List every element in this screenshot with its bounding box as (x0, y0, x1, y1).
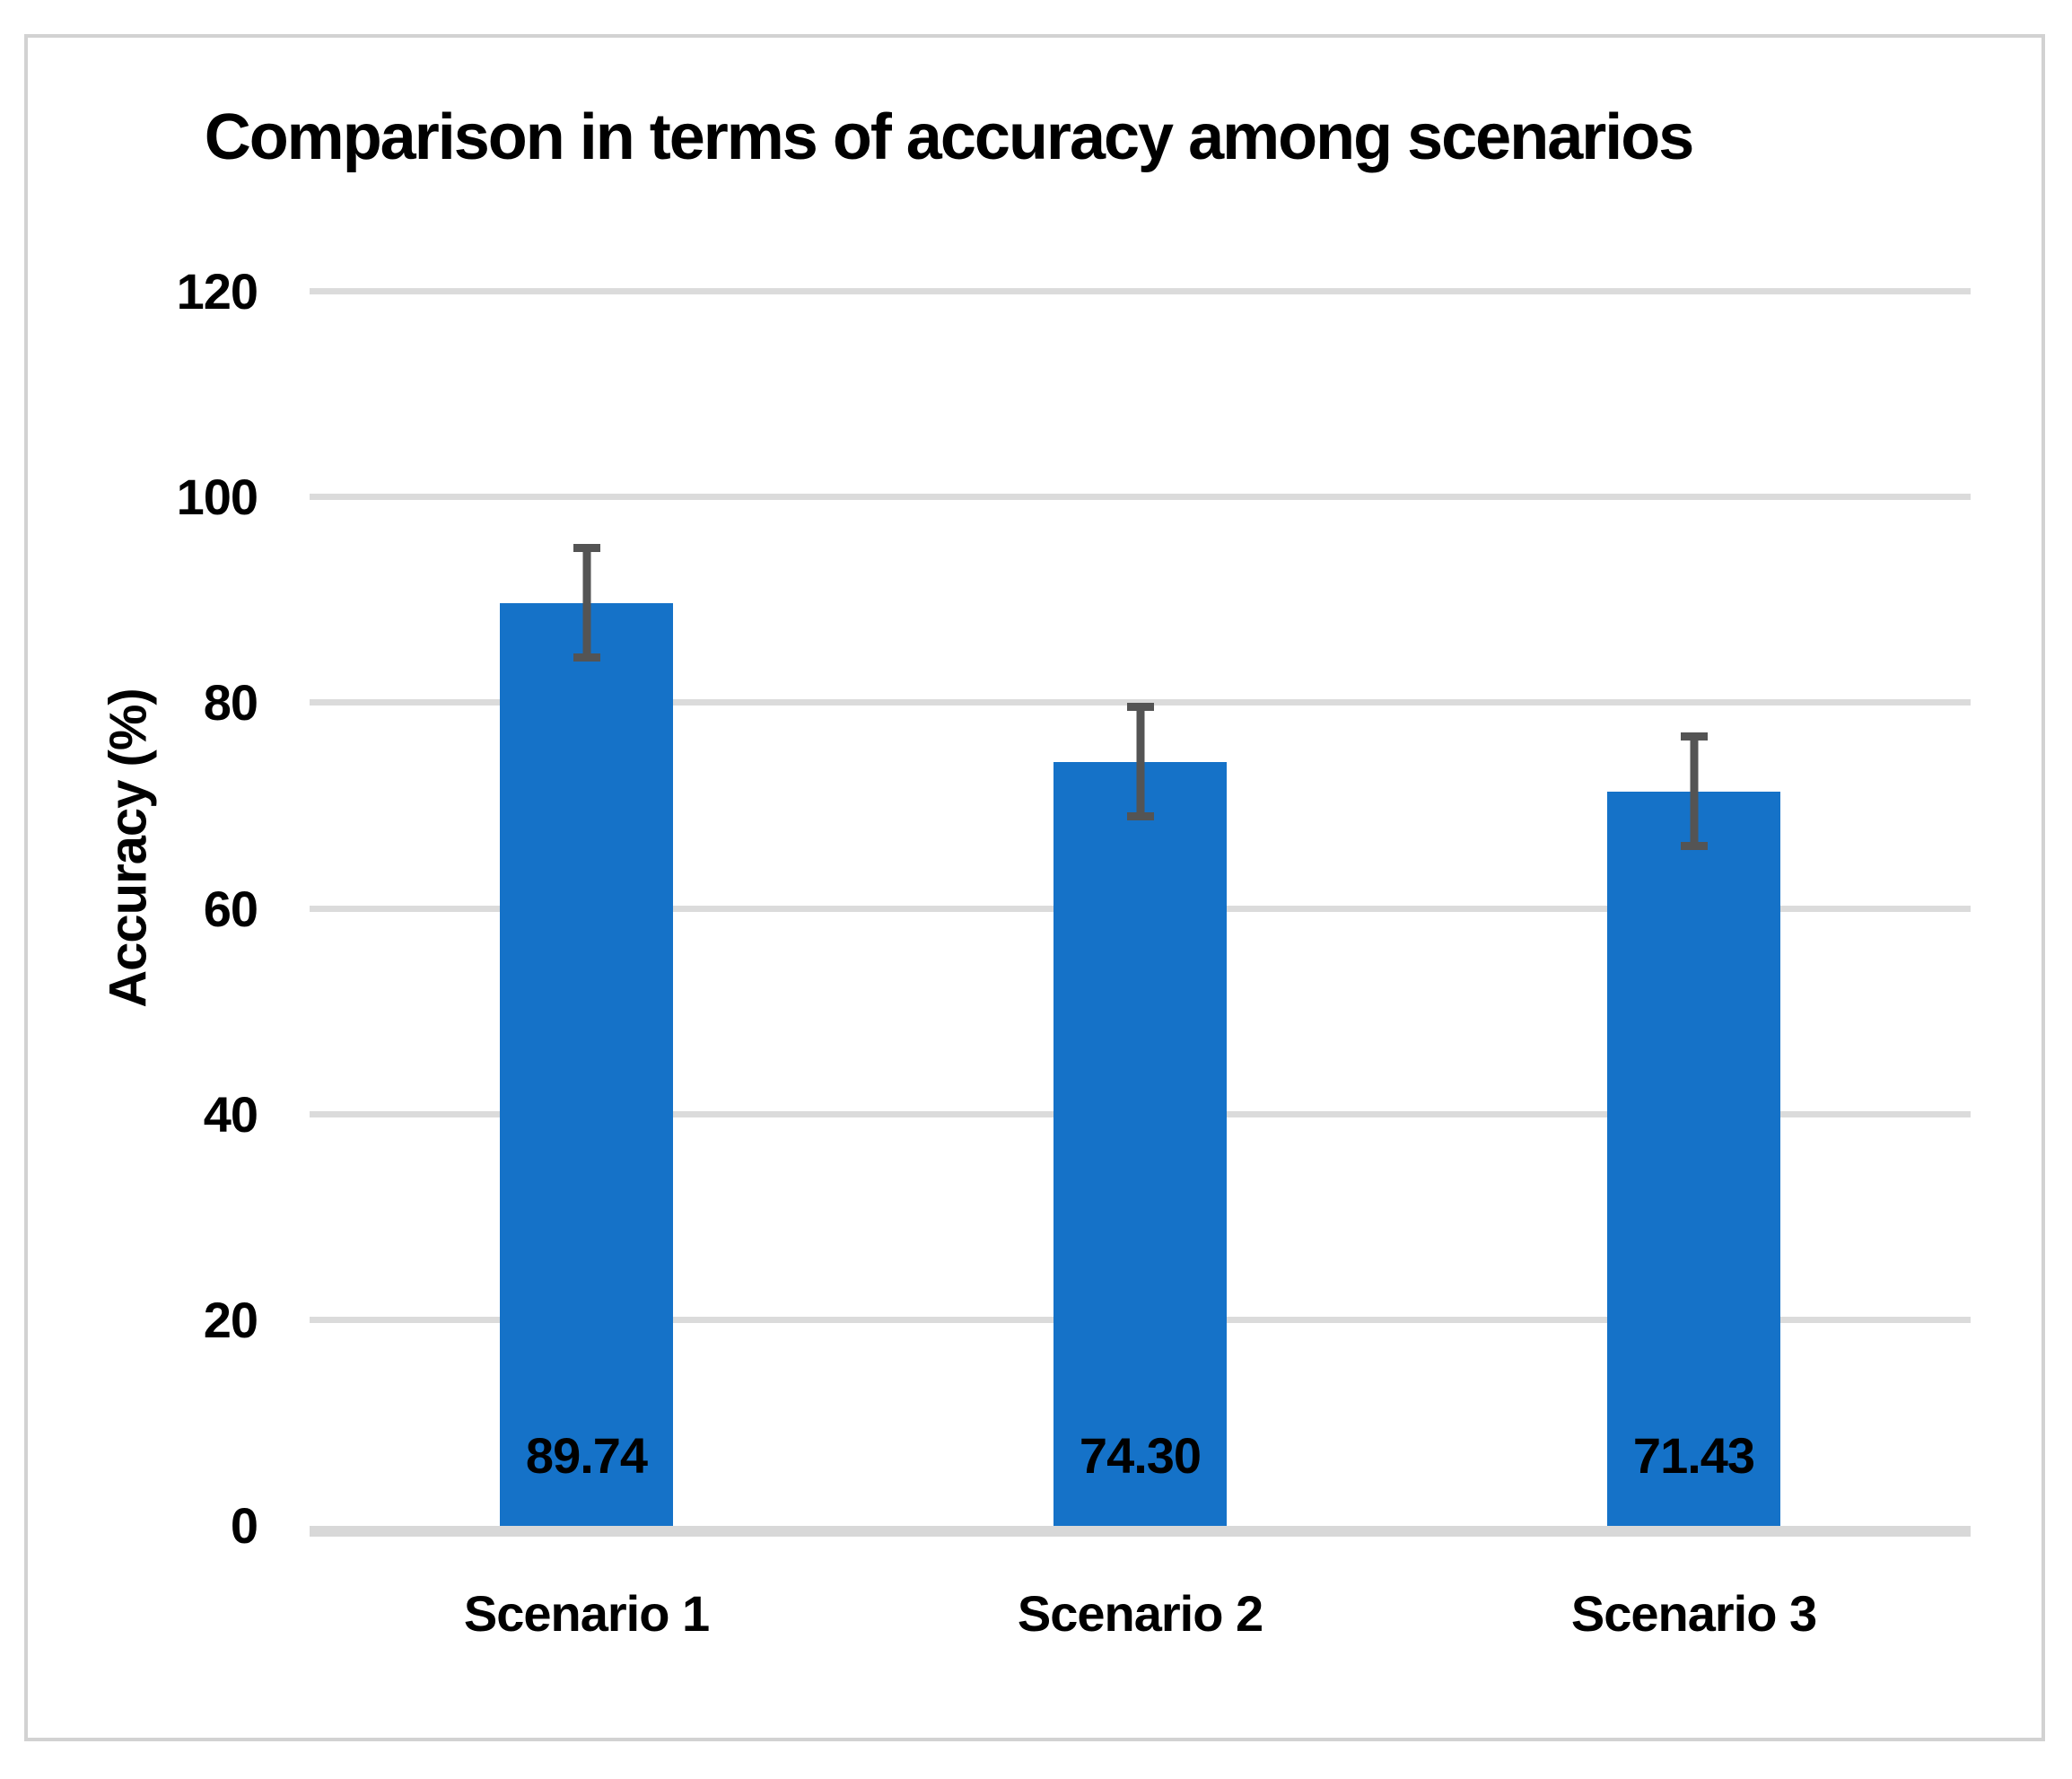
gridline-120 (310, 288, 1971, 294)
y-tick-label-120: 120 (176, 263, 258, 320)
y-tick-label-0: 0 (230, 1497, 258, 1554)
error-bar-cap-bottom (1680, 841, 1708, 850)
x-category-label-1: Scenario 1 (463, 1585, 710, 1642)
error-bar-1 (573, 544, 600, 662)
y-tick-label-80: 80 (203, 674, 258, 732)
x-axis-line (310, 1526, 1971, 1537)
bar-value-label-2: 74.30 (1079, 1427, 1202, 1484)
error-bar-cap-top (573, 544, 600, 553)
bar-scenario-3 (1607, 791, 1780, 1526)
bar-scenario-2 (1053, 761, 1227, 1526)
error-bar-stem (1136, 703, 1144, 820)
error-bar-stem (582, 544, 590, 662)
bar-scenario-1 (500, 602, 673, 1526)
error-bar-2 (1126, 703, 1154, 820)
error-bar-cap-top (1680, 732, 1708, 741)
y-tick-label-60: 60 (203, 880, 258, 937)
x-category-label-2: Scenario 2 (1017, 1585, 1263, 1642)
gridline-80 (310, 699, 1971, 706)
y-tick-label-20: 20 (203, 1291, 258, 1348)
y-axis-title-text: Accuracy (%) (99, 688, 158, 1008)
bar-value-label-3: 71.43 (1632, 1427, 1755, 1484)
error-bar-cap-bottom (573, 653, 600, 662)
x-category-label-3: Scenario 3 (1570, 1585, 1817, 1642)
error-bar-3 (1680, 732, 1708, 850)
error-bar-cap-bottom (1126, 811, 1154, 820)
gridline-100 (310, 494, 1971, 501)
bar-value-label-1: 89.74 (525, 1427, 648, 1484)
error-bar-cap-top (1126, 703, 1154, 712)
y-tick-label-100: 100 (176, 469, 258, 526)
error-bar-stem (1690, 732, 1698, 850)
chart-title: Comparison in terms of accuracy among sc… (204, 101, 1695, 173)
y-tick-label-40: 40 (203, 1085, 258, 1143)
plot-area: 0 20 40 60 80 100 120 89.74 Scenario 1 74.30 Scena… (177, 267, 1971, 1639)
